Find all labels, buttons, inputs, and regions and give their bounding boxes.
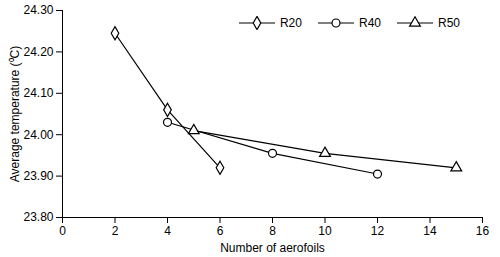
svg-text:0: 0 <box>59 224 66 238</box>
svg-text:8: 8 <box>269 224 276 238</box>
svg-text:23.90: 23.90 <box>23 169 53 183</box>
svg-text:2: 2 <box>112 224 119 238</box>
html-text:R40: R40 <box>359 16 381 30</box>
html-text:R20: R20 <box>280 16 302 30</box>
svg-text:16: 16 <box>476 224 490 238</box>
svg-text:Average temperature (⁰C): Average temperature (⁰C) <box>8 46 22 183</box>
svg-text:23.80: 23.80 <box>23 210 53 224</box>
svg-text:14: 14 <box>423 224 437 238</box>
svg-text:10: 10 <box>318 224 332 238</box>
html-text:R50: R50 <box>438 16 460 30</box>
svg-text:Number of aerofoils: Number of aerofoils <box>220 241 325 255</box>
svg-text:24.20: 24.20 <box>23 45 53 59</box>
svg-text:6: 6 <box>217 224 224 238</box>
svg-text:12: 12 <box>371 224 385 238</box>
svg-text:24.10: 24.10 <box>23 86 53 100</box>
svg-text:24.30: 24.30 <box>23 3 53 17</box>
svg-text:24.00: 24.00 <box>23 128 53 142</box>
svg-text:4: 4 <box>164 224 171 238</box>
